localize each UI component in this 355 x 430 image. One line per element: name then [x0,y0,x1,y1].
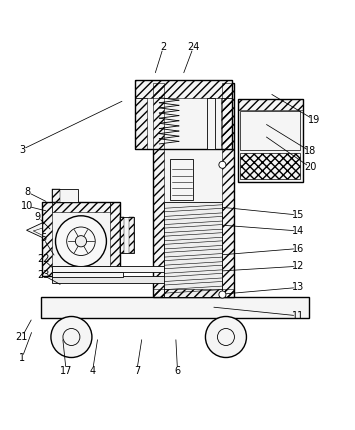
Text: 4: 4 [89,366,96,375]
Bar [153,83,234,298]
Bar [120,218,133,253]
Bar [52,272,123,276]
Bar [237,99,303,182]
Bar [135,80,232,98]
Text: 10: 10 [21,201,33,211]
Bar [52,189,78,202]
Bar [52,189,60,202]
Bar [135,80,232,149]
Text: 21: 21 [16,332,28,342]
Text: 7: 7 [134,366,140,375]
Circle shape [51,316,92,357]
Bar [240,111,300,150]
Bar [42,202,52,276]
Text: 1: 1 [19,353,25,363]
Bar [170,160,193,200]
Text: 22: 22 [37,254,49,264]
Text: 23: 23 [37,270,49,280]
Bar [110,202,120,276]
Circle shape [55,216,106,267]
Text: 3: 3 [19,144,25,154]
Bar [153,289,234,298]
Bar [221,98,232,149]
Text: 9: 9 [35,212,41,222]
Circle shape [206,316,246,357]
Text: 5: 5 [40,233,46,243]
Text: 14: 14 [291,226,304,236]
Text: 16: 16 [291,243,304,254]
Text: 6: 6 [174,366,181,375]
Text: 2: 2 [160,42,166,52]
Bar [237,99,303,110]
Text: 17: 17 [60,366,72,375]
Bar [41,297,310,318]
Circle shape [219,291,226,298]
Bar [120,218,124,253]
Bar [42,202,120,276]
Bar [207,98,215,149]
Bar [52,266,110,276]
Text: 12: 12 [291,261,304,271]
Bar [135,98,147,149]
Text: 13: 13 [291,283,304,292]
Bar [164,202,223,298]
Polygon shape [27,223,42,237]
Circle shape [75,236,87,247]
Bar [52,276,185,283]
Text: 8: 8 [24,187,30,197]
Bar [223,83,234,298]
Text: 15: 15 [291,210,304,220]
Bar [240,153,300,179]
Bar [52,266,164,272]
Text: 24: 24 [187,42,200,52]
Text: 11: 11 [291,311,304,321]
Text: 19: 19 [307,114,320,125]
Text: 18: 18 [304,146,316,157]
Bar [153,83,164,298]
Bar [52,202,110,212]
Circle shape [219,161,226,168]
Bar [130,218,133,253]
Text: 20: 20 [304,162,316,172]
